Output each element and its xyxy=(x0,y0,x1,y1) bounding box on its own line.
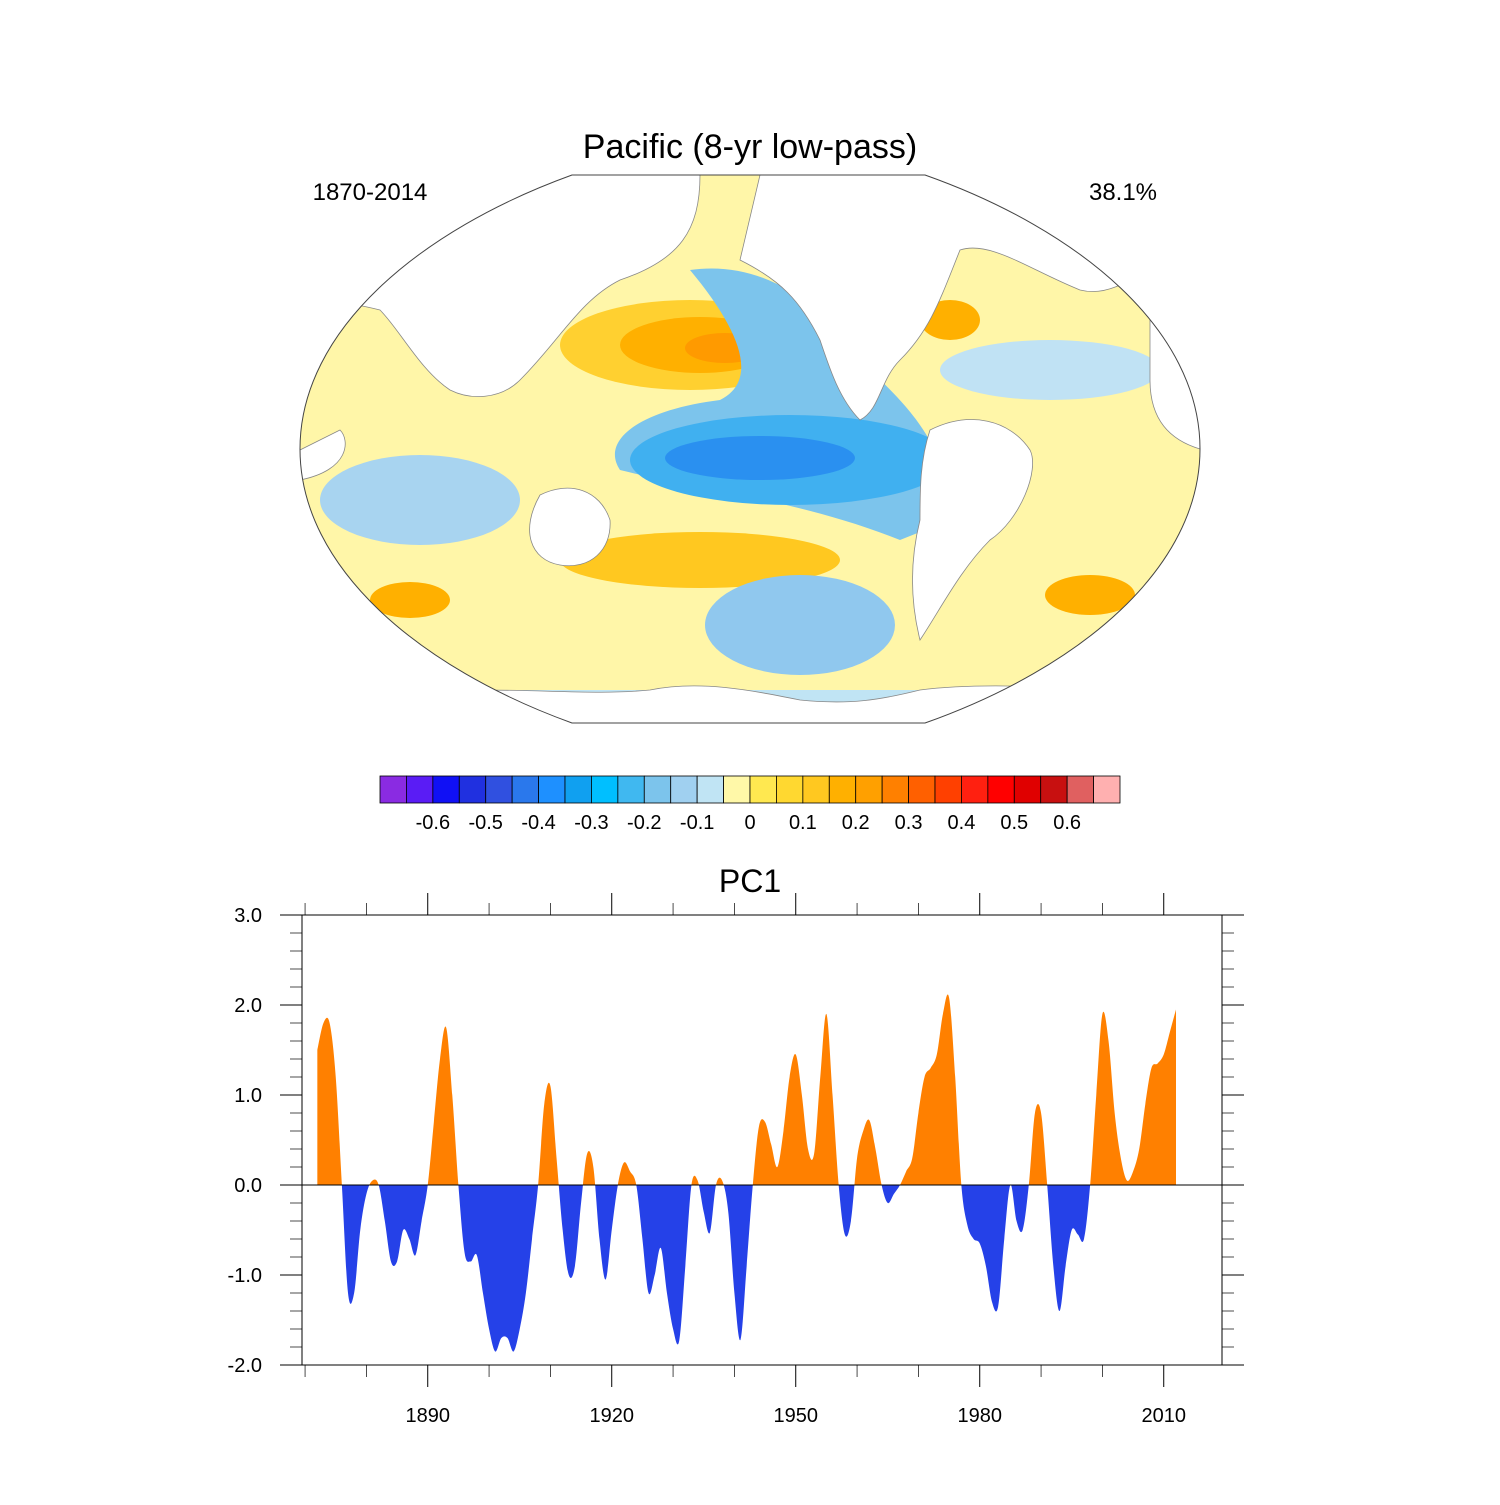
field-blob xyxy=(705,575,895,675)
colorbar-tick-label: -0.5 xyxy=(468,812,502,834)
colorbar-box xyxy=(723,775,751,804)
x-tick-label: 1890 xyxy=(405,1405,450,1427)
colorbar-tick-label: -0.2 xyxy=(627,812,661,834)
colorbar-tick-label: 0.4 xyxy=(948,812,976,834)
colorbar-box xyxy=(564,775,592,804)
colorbar-tick-label: 0 xyxy=(744,812,755,834)
field-blob xyxy=(940,340,1160,400)
field-blob xyxy=(560,532,840,588)
y-tick-label: 1.0 xyxy=(234,1085,262,1107)
colorbar-box xyxy=(934,775,962,804)
colorbar-box xyxy=(987,775,1015,804)
pc1-title: PC1 xyxy=(719,863,781,899)
colorbar-box xyxy=(961,775,989,804)
colorbar-box xyxy=(1066,775,1094,804)
colorbar-box xyxy=(538,775,566,804)
colorbar-box xyxy=(485,775,513,804)
x-tick-label: 2010 xyxy=(1141,1405,1186,1427)
colorbar-tick-label: -0.1 xyxy=(680,812,714,834)
x-tick-label: 1950 xyxy=(773,1405,818,1427)
field-blob xyxy=(665,436,855,480)
y-tick-label: 0.0 xyxy=(234,1175,262,1197)
colorbar-tick-label: 0.1 xyxy=(789,812,817,834)
map-field xyxy=(300,175,1200,723)
colorbar-box xyxy=(617,775,645,804)
colorbar-tick-label: 0.2 xyxy=(842,812,870,834)
colorbar-box xyxy=(379,775,407,804)
field-blob xyxy=(370,582,450,618)
colorbar-box xyxy=(776,775,804,804)
colorbar-box xyxy=(855,775,883,804)
globe-outline xyxy=(299,174,1201,724)
colorbar-tick-label: 0.6 xyxy=(1053,812,1081,834)
colorbar-box xyxy=(670,775,698,804)
pc1-chart: PC1 -2.0 -1.0 0.0 1.0 2.0 3.0 1890 1920 1950 1980… xyxy=(228,863,1244,1427)
colorbar-tick-label: -0.6 xyxy=(416,812,450,834)
colorbar-tick-label: 0.3 xyxy=(895,812,923,834)
colorbar-box xyxy=(1013,775,1042,804)
y-tick-label: -1.0 xyxy=(228,1265,262,1287)
x-tick-label: 1980 xyxy=(957,1405,1002,1427)
colorbar-box xyxy=(432,775,460,804)
y-tick-label: 2.0 xyxy=(234,995,262,1017)
field-blob xyxy=(320,455,520,545)
colorbar-box xyxy=(1040,775,1068,804)
colorbar-box xyxy=(749,775,777,804)
colorbar-box xyxy=(881,775,909,804)
colorbar-box xyxy=(696,775,724,804)
colorbar-box xyxy=(1093,775,1121,804)
map-subtitle-left: 1870-2014 xyxy=(313,179,428,206)
colorbar-box xyxy=(643,775,672,804)
area-negative xyxy=(317,1185,1176,1352)
colorbar-tick-label: 0.5 xyxy=(1000,812,1028,834)
y-tick-label: -2.0 xyxy=(228,1355,262,1377)
colorbar-box xyxy=(908,775,936,804)
colorbar-box xyxy=(802,775,830,804)
colorbar-box xyxy=(828,775,857,804)
x-tick-label: 1920 xyxy=(589,1405,634,1427)
y-tick-label: 3.0 xyxy=(234,905,262,927)
field-blob xyxy=(1045,575,1135,615)
colorbar-tick-label: -0.4 xyxy=(521,812,555,834)
area-positive xyxy=(317,994,1176,1185)
colorbar-box xyxy=(511,775,539,804)
colorbar-box xyxy=(406,775,434,804)
map-title: Pacific (8-yr low-pass) xyxy=(583,128,917,166)
colorbar-box xyxy=(591,775,619,804)
colorbar-box xyxy=(458,775,487,804)
colorbar-tick-label: -0.3 xyxy=(574,812,608,834)
plot-frame xyxy=(301,914,1223,1366)
map-subtitle-right: 38.1% xyxy=(1089,179,1157,206)
colorbar: -0.6 -0.5 -0.4 -0.3 -0.2 -0.1 0 0.1 0.2 0.3 0.4 0.5… xyxy=(379,775,1121,834)
